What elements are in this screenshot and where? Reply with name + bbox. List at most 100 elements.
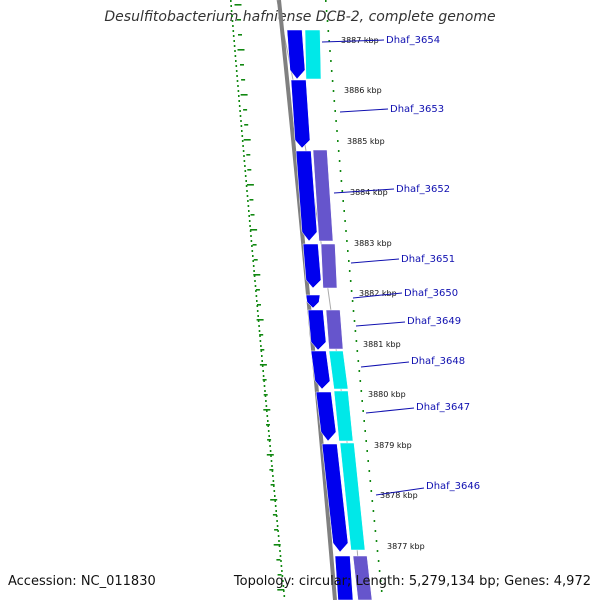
gc-dot [247, 200, 249, 202]
gc-dot [233, 40, 235, 42]
outer-track-dot [371, 500, 374, 502]
gc-skew-tick [253, 274, 261, 276]
gc-skew-tick [270, 484, 275, 486]
gc-dot [258, 325, 260, 327]
gc-dot [244, 175, 247, 177]
outer-track-dot [375, 540, 378, 542]
gc-dot [257, 315, 259, 317]
gene-label-dhaf-3650[interactable]: Dhaf_3650 [404, 288, 458, 299]
gc-dot [250, 240, 253, 242]
gene-label-dhaf-3649[interactable]: Dhaf_3649 [407, 316, 461, 327]
gene-label-dhaf-3653[interactable]: Dhaf_3653 [390, 104, 444, 115]
gene-label-dhaf-3646[interactable]: Dhaf_3646 [426, 481, 480, 492]
outer-track-dot [377, 560, 380, 562]
gc-skew-tick [244, 124, 249, 126]
gene-labels: Dhaf_3654 Dhaf_3653 Dhaf_3652 Dhaf_3651 … [386, 35, 480, 492]
gc-skew-tick [266, 424, 270, 426]
gc-dot [253, 275, 256, 277]
gc-skew-tick [246, 184, 254, 186]
gc-dot [268, 440, 271, 442]
gc-dot [245, 180, 247, 182]
gc-dot [248, 210, 250, 212]
cds-reverse-5 [328, 350, 349, 390]
gene-label-dhaf-3651[interactable]: Dhaf_3651 [401, 254, 455, 265]
gene-label-dhaf-3652[interactable]: Dhaf_3652 [396, 184, 450, 195]
gc-skew-tick [243, 139, 251, 141]
gc-dot [256, 310, 259, 312]
gc-dot [241, 135, 244, 137]
outer-track-dot [365, 440, 367, 442]
gc-dot [240, 125, 243, 127]
gc-dot [270, 460, 273, 462]
outer-track-dot [348, 270, 351, 272]
gc-skew-track [234, 4, 285, 591]
gc-dot [249, 225, 251, 227]
gc-dot [256, 300, 258, 302]
outer-track-dot [348, 260, 350, 262]
gc-dot [240, 120, 242, 122]
outer-track-dot [356, 350, 359, 352]
cds-reverse-8 [352, 555, 373, 600]
outer-track-dot [378, 570, 381, 572]
outer-track-dot [333, 100, 336, 102]
gc-dot [255, 290, 257, 292]
cds-forward-9 [321, 443, 349, 553]
outer-track-dot [340, 180, 343, 182]
outer-track-dot [352, 310, 355, 312]
gc-dot [245, 185, 248, 187]
outer-track-dot [379, 580, 382, 582]
leader-dhaf-3647 [365, 407, 415, 414]
outer-track-dot [338, 160, 341, 162]
gc-dot [238, 105, 241, 107]
outer-track-dot [363, 420, 365, 422]
gene-label-dhaf-3648[interactable]: Dhaf_3648 [411, 356, 465, 367]
reverse-strand-cds [304, 29, 373, 600]
gc-dot [231, 20, 234, 22]
leader-dhaf-3648 [360, 361, 410, 368]
gc-dot [255, 295, 258, 297]
gc-skew-tick [250, 229, 258, 231]
gc-dot [235, 65, 238, 67]
gc-skew-tick [240, 64, 244, 66]
gc-dot [234, 55, 237, 57]
gc-dot [271, 465, 273, 467]
cds-forward-5 [305, 294, 321, 309]
gc-dot [232, 35, 235, 37]
gc-skew-tick [263, 409, 271, 411]
gc-dot [238, 100, 240, 102]
gc-dot [243, 155, 245, 157]
gc-skew-tick [241, 79, 246, 81]
gc-dot [242, 150, 245, 152]
gc-dot [278, 545, 281, 547]
gc-dot [244, 170, 247, 172]
outer-track-dot [355, 340, 358, 342]
outer-track-dot [328, 40, 330, 42]
outer-track-dot [369, 480, 372, 482]
gc-skew-tick [246, 154, 251, 156]
outer-track-dot [330, 60, 332, 62]
gc-dot [273, 485, 275, 487]
gc-dot [250, 235, 252, 237]
gc-dot [283, 590, 285, 592]
outer-track-dot [380, 590, 383, 592]
gc-dot [241, 140, 244, 142]
outer-track-dot [376, 550, 379, 552]
gc-dot [266, 410, 268, 412]
gc-skew-tick [259, 364, 267, 366]
kbp-label-3879: 3879 kbp [374, 441, 412, 450]
gc-dot [267, 420, 269, 422]
gc-dot [254, 285, 257, 287]
outer-track-dot [358, 370, 361, 372]
outer-track-dot [374, 530, 377, 532]
gc-dot [237, 85, 239, 87]
gene-label-dhaf-3654[interactable]: Dhaf_3654 [386, 35, 440, 46]
gene-label-dhaf-3647[interactable]: Dhaf_3647 [416, 402, 470, 413]
outer-track-dot [351, 300, 354, 302]
forward-strand-cds [286, 29, 354, 600]
gc-dot [252, 255, 254, 257]
leader-dhaf-3652 [333, 188, 395, 194]
gc-dot [276, 525, 279, 527]
gc-dot [262, 375, 265, 377]
gc-dot [249, 230, 252, 232]
